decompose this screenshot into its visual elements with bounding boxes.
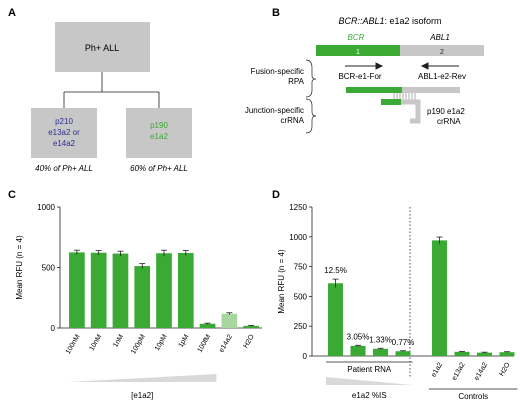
d-bar	[350, 345, 366, 356]
c-xtick-label: 10nM	[89, 333, 104, 352]
crrna-green-segment	[381, 99, 401, 105]
c-ylabel: Mean RFU (n = 4)	[15, 235, 24, 300]
panel-c-letter: C	[8, 189, 16, 201]
chart-c: 0 500 1000 Mean RFU (n = 4) 100nM 10nM 1nM 100p…	[15, 203, 262, 400]
c-xtick-label: 10pM	[154, 333, 169, 352]
panel-d-letter: D	[272, 189, 280, 201]
p210-label: p210	[55, 117, 73, 126]
crrna-label-line2: crRNA	[280, 116, 304, 125]
crrna-stem-loop	[401, 99, 421, 124]
panel-b-title-gene: BCR::ABL1	[338, 16, 384, 26]
d-ytick-label: 750	[294, 263, 308, 272]
d-xtick-label: H2O	[498, 361, 512, 377]
rpa-label-line1: Fusion-specific	[251, 67, 304, 76]
c-bar	[156, 253, 172, 328]
d-bar	[373, 348, 388, 356]
tree-connectors	[63, 72, 160, 108]
exon1-number: 1	[356, 49, 360, 56]
panel-b-letter: B	[272, 7, 280, 19]
d-patient-label: Patient RNA	[347, 365, 392, 374]
c-bar	[177, 252, 194, 328]
d-xtick-label: e14a2	[473, 361, 489, 381]
d-bar	[328, 283, 343, 356]
c-xtick-label: 100fM	[196, 333, 212, 353]
c-bar	[134, 266, 151, 328]
e13a2-label: e13a2 or	[48, 128, 80, 137]
d-bar	[432, 240, 447, 356]
chart-d: 0 250 500 750 1000 1250 Mean RFU (n = 4) 12.5% 3…	[277, 203, 518, 401]
c-ytick-label: 1000	[37, 203, 55, 212]
reverse-primer-label: ABL1-e2-Rev	[418, 72, 466, 81]
d-percent-annotation: 3.05%	[347, 332, 370, 341]
d-ytick-label: 0	[303, 352, 308, 361]
forward-primer-arrow	[345, 62, 384, 70]
d-bar	[499, 352, 515, 356]
root-box	[55, 22, 150, 72]
c-bar	[90, 252, 107, 328]
reverse-primer-arrow	[420, 62, 459, 70]
rpa-label-line2: RPA	[288, 77, 305, 86]
panel-b-title-rest: : e1a2 isoform	[385, 16, 442, 26]
rpa-brace	[305, 59, 317, 98]
d-bar	[477, 352, 492, 356]
c-ytick-label: 500	[42, 264, 56, 273]
d-percent-annotation: 1.33%	[369, 335, 392, 344]
d-ylabel: Mean RFU (n = 4)	[277, 249, 286, 314]
c-bar	[112, 253, 129, 328]
d-ytick-label: 1000	[289, 233, 307, 242]
crrna-label-line1: Junction-specific	[245, 106, 304, 115]
exon2-number: 2	[440, 49, 444, 56]
d-percent-annotation: 12.5%	[324, 266, 347, 275]
d-percent-annotation: 0.77%	[392, 338, 415, 347]
d-bar	[454, 351, 470, 356]
c-xtick-label: H2O	[243, 333, 257, 349]
c-bar	[199, 323, 216, 328]
d-bar	[395, 351, 411, 356]
c-xtick-label: e14a2	[218, 333, 234, 353]
d-is-label: e1a2 %IS	[352, 391, 387, 400]
root-box-label: Ph+ ALL	[85, 43, 119, 53]
bcr-exon1	[316, 45, 400, 56]
left-caption: 40% of Ph+ ALL	[35, 164, 93, 173]
d-ytick-label: 500	[294, 292, 308, 301]
abl1-label: ABL1	[429, 33, 450, 42]
c-xtick-label: 100nM	[65, 333, 82, 355]
c-bar	[69, 252, 85, 328]
c-concentration-wedge	[68, 374, 217, 382]
abl1-exon2	[400, 45, 484, 56]
panel-a-letter: A	[8, 7, 16, 19]
p190-label: p190	[150, 121, 168, 130]
forward-primer-label: BCR-e1-For	[338, 72, 381, 81]
c-xtick-label: 1nM	[112, 333, 125, 348]
d-ytick-label: 250	[294, 322, 308, 331]
c-bar	[221, 313, 238, 328]
d-controls-label: Controls	[458, 392, 488, 401]
crrna-brace	[305, 98, 317, 134]
right-caption: 60% of Ph+ ALL	[130, 164, 188, 173]
c-xtick-label: 1pM	[178, 333, 191, 348]
p210-box	[31, 108, 97, 158]
c-ytick-label: 0	[51, 324, 56, 333]
d-xtick-label: e13a2	[451, 361, 467, 381]
crrna-name-line2: crRNA	[437, 117, 461, 126]
e14a2-label: e14a2	[53, 139, 76, 148]
c-bar	[243, 325, 259, 328]
panel-b-title: BCR::ABL1: e1a2 isoform	[338, 16, 441, 26]
d-xtick-label: e1a2	[430, 361, 444, 378]
amplicon-abl1	[402, 87, 460, 93]
crrna-name-line1: p190 e1a2	[427, 107, 465, 116]
e1a2-label: e1a2	[150, 132, 168, 141]
amplicon-bcr	[346, 87, 402, 93]
c-xlabel: [e1a2]	[131, 391, 153, 400]
c-xtick-label: 100pM	[130, 333, 147, 355]
d-is-wedge	[326, 377, 413, 385]
d-ytick-label: 1250	[289, 203, 307, 212]
bcr-label: BCR	[348, 33, 365, 42]
p190-box	[126, 108, 192, 158]
